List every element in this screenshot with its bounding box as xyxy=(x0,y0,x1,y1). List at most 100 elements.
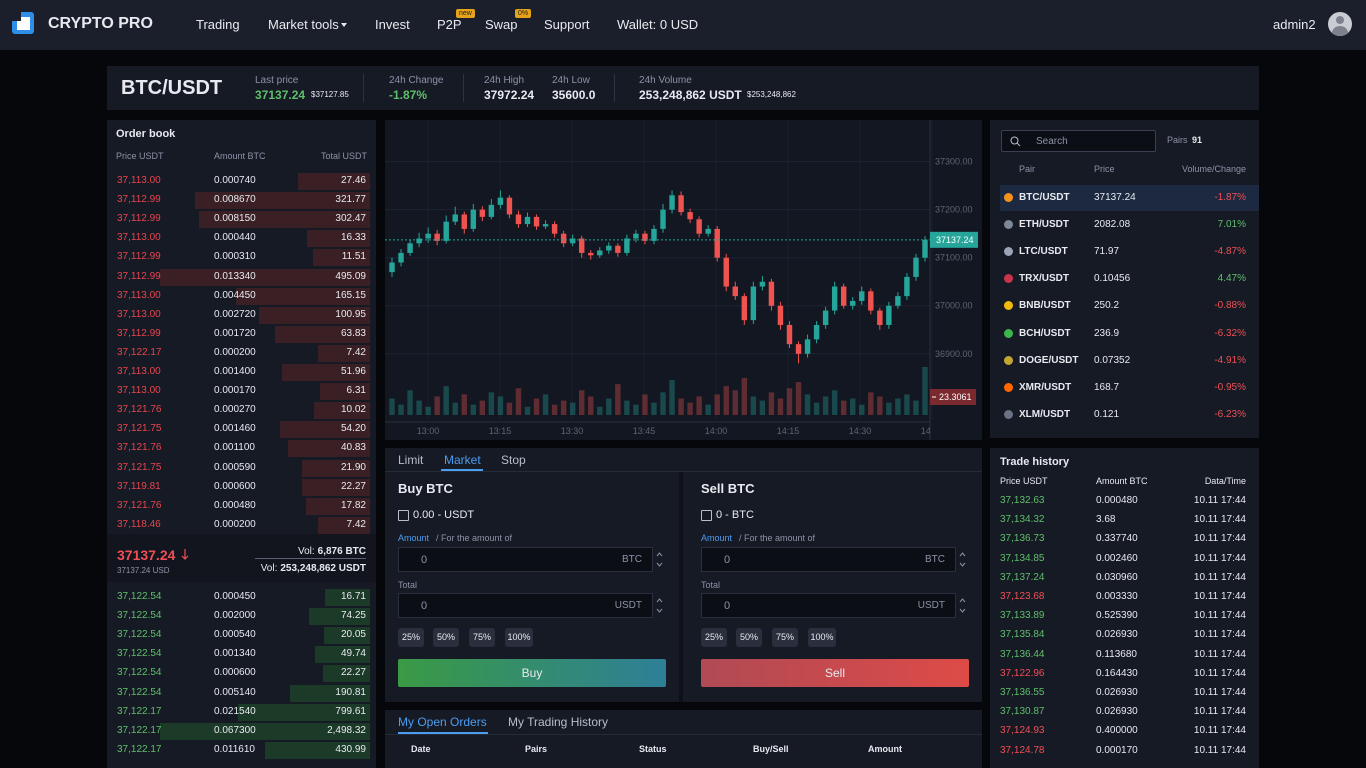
price: 37,113.00 xyxy=(117,175,161,186)
chart-panel: 37300.00 37200.00 37100.00 37000.00 36900.00… xyxy=(385,120,982,440)
price-tag-label: 37137.24 xyxy=(936,235,974,245)
percent-button[interactable]: 25% xyxy=(701,628,727,647)
price: 37,112.99 xyxy=(117,327,161,339)
user-name[interactable]: admin2 xyxy=(1273,17,1316,32)
separator xyxy=(463,74,464,102)
pair-row[interactable] xyxy=(1000,185,1259,211)
spinner[interactable] xyxy=(958,548,967,571)
col-header: Date xyxy=(411,744,431,754)
nav-item[interactable]: P2P xyxy=(437,17,462,32)
spinner-arrows xyxy=(959,598,966,613)
candle-body xyxy=(615,245,621,253)
depth-bar xyxy=(160,268,370,286)
input[interactable]: 0 BTC xyxy=(398,547,653,572)
input[interactable]: 0 BTC xyxy=(701,547,956,572)
trade-time: 10.11 17:44 xyxy=(1193,571,1246,583)
input[interactable]: 0 USDT xyxy=(701,593,956,618)
tab[interactable]: Stop xyxy=(501,453,526,467)
percent-button[interactable]: 100% xyxy=(808,628,836,647)
stat-label: 24h Low xyxy=(552,75,590,86)
volume-bar xyxy=(579,390,585,415)
volume-bar xyxy=(732,390,738,415)
percent-button[interactable]: 75% xyxy=(469,628,495,647)
input[interactable]: 0 USDT xyxy=(398,593,653,618)
volume-bar xyxy=(831,390,838,415)
candle-body xyxy=(777,305,784,325)
candle-body xyxy=(560,233,567,244)
pair-price: 71.97 xyxy=(1094,246,1120,258)
tab[interactable]: My Trading History xyxy=(508,715,609,729)
pair-change: -6.32% xyxy=(1214,327,1246,339)
nav-item[interactable]: Trading xyxy=(196,17,240,32)
nav-item[interactable]: Swap xyxy=(485,17,518,32)
amount: 0.000310 xyxy=(214,251,256,263)
trade-time: 10.11 17:44 xyxy=(1193,648,1246,660)
pair-name: BCH/USDT xyxy=(1019,327,1071,339)
percent-button[interactable]: 75% xyxy=(772,628,798,647)
spinner[interactable] xyxy=(958,594,967,617)
price: 37,112.99 xyxy=(117,194,161,206)
search-placeholder: Search xyxy=(1036,136,1068,147)
volume-bar xyxy=(434,396,440,415)
trade-time: 10.11 17:44 xyxy=(1193,744,1246,756)
candle-body xyxy=(705,228,711,234)
input-value: 0 xyxy=(421,600,428,612)
percent-button[interactable]: 50% xyxy=(433,628,459,647)
candle-body xyxy=(633,233,639,239)
candle-body xyxy=(479,209,486,217)
percent-button[interactable]: 50% xyxy=(736,628,762,647)
depth-bar xyxy=(305,497,370,515)
candle-body xyxy=(877,310,883,325)
pair-price: 0.10456 xyxy=(1094,273,1131,285)
candle-body xyxy=(624,238,630,253)
nav-item[interactable]: Support xyxy=(544,17,590,32)
volume-bar xyxy=(398,404,404,415)
candle-body xyxy=(859,291,865,301)
candle-body xyxy=(714,228,720,258)
total: 11.51 xyxy=(341,251,366,263)
col-header: Amount xyxy=(868,744,902,754)
underline xyxy=(255,558,366,559)
avatar[interactable] xyxy=(1328,12,1352,36)
spinner[interactable] xyxy=(655,548,664,571)
spinner-arrows xyxy=(656,552,663,567)
tab[interactable]: Market xyxy=(444,453,481,467)
total: 10.02 xyxy=(340,404,366,416)
spinner[interactable] xyxy=(655,594,664,617)
tab[interactable]: Limit xyxy=(398,453,424,467)
volume-bar xyxy=(913,400,919,415)
nav-item[interactable]: Market tools xyxy=(268,17,339,32)
trade-price: 37,133.89 xyxy=(1000,610,1045,622)
nav-item[interactable]: Wallet: 0 USD xyxy=(617,17,699,32)
balance: 0.00 - USDT xyxy=(413,509,475,521)
candle-body xyxy=(895,296,901,306)
depth-bar xyxy=(323,627,370,645)
candle-body xyxy=(588,252,594,256)
input-unit: BTC xyxy=(622,554,642,565)
percent-button[interactable]: 25% xyxy=(398,628,424,647)
stat-label: Last price xyxy=(255,75,299,86)
candle-body xyxy=(569,238,576,244)
search-box[interactable]: Search xyxy=(1001,130,1156,152)
trade-time: 10.11 17:44 xyxy=(1193,514,1246,526)
amount: 0.013340 xyxy=(214,270,256,282)
tab[interactable]: My Open Orders xyxy=(398,715,487,729)
total: 321.77 xyxy=(335,194,366,206)
total: 54.20 xyxy=(340,423,366,435)
percent-button[interactable]: 100% xyxy=(505,628,533,647)
buy-button[interactable]: Buy xyxy=(398,659,666,687)
depth-bar xyxy=(288,440,370,458)
depth-bar xyxy=(290,684,370,702)
total: 7.42 xyxy=(346,518,366,530)
pair-icon xyxy=(1004,220,1013,230)
col-header: Price xyxy=(1094,164,1115,174)
trade-form: Limit Market Stop Buy BTC 0.00 - USDT Amount /… xyxy=(385,448,982,702)
volume-bar xyxy=(651,402,657,415)
nav-item[interactable]: Invest xyxy=(375,17,410,32)
amount: 0.004450 xyxy=(214,289,256,301)
x-tick-label: 14:15 xyxy=(777,426,800,436)
total: 49.74 xyxy=(340,648,366,660)
panel-title: Trade history xyxy=(1000,456,1070,468)
sell-button[interactable]: Sell xyxy=(701,659,969,687)
